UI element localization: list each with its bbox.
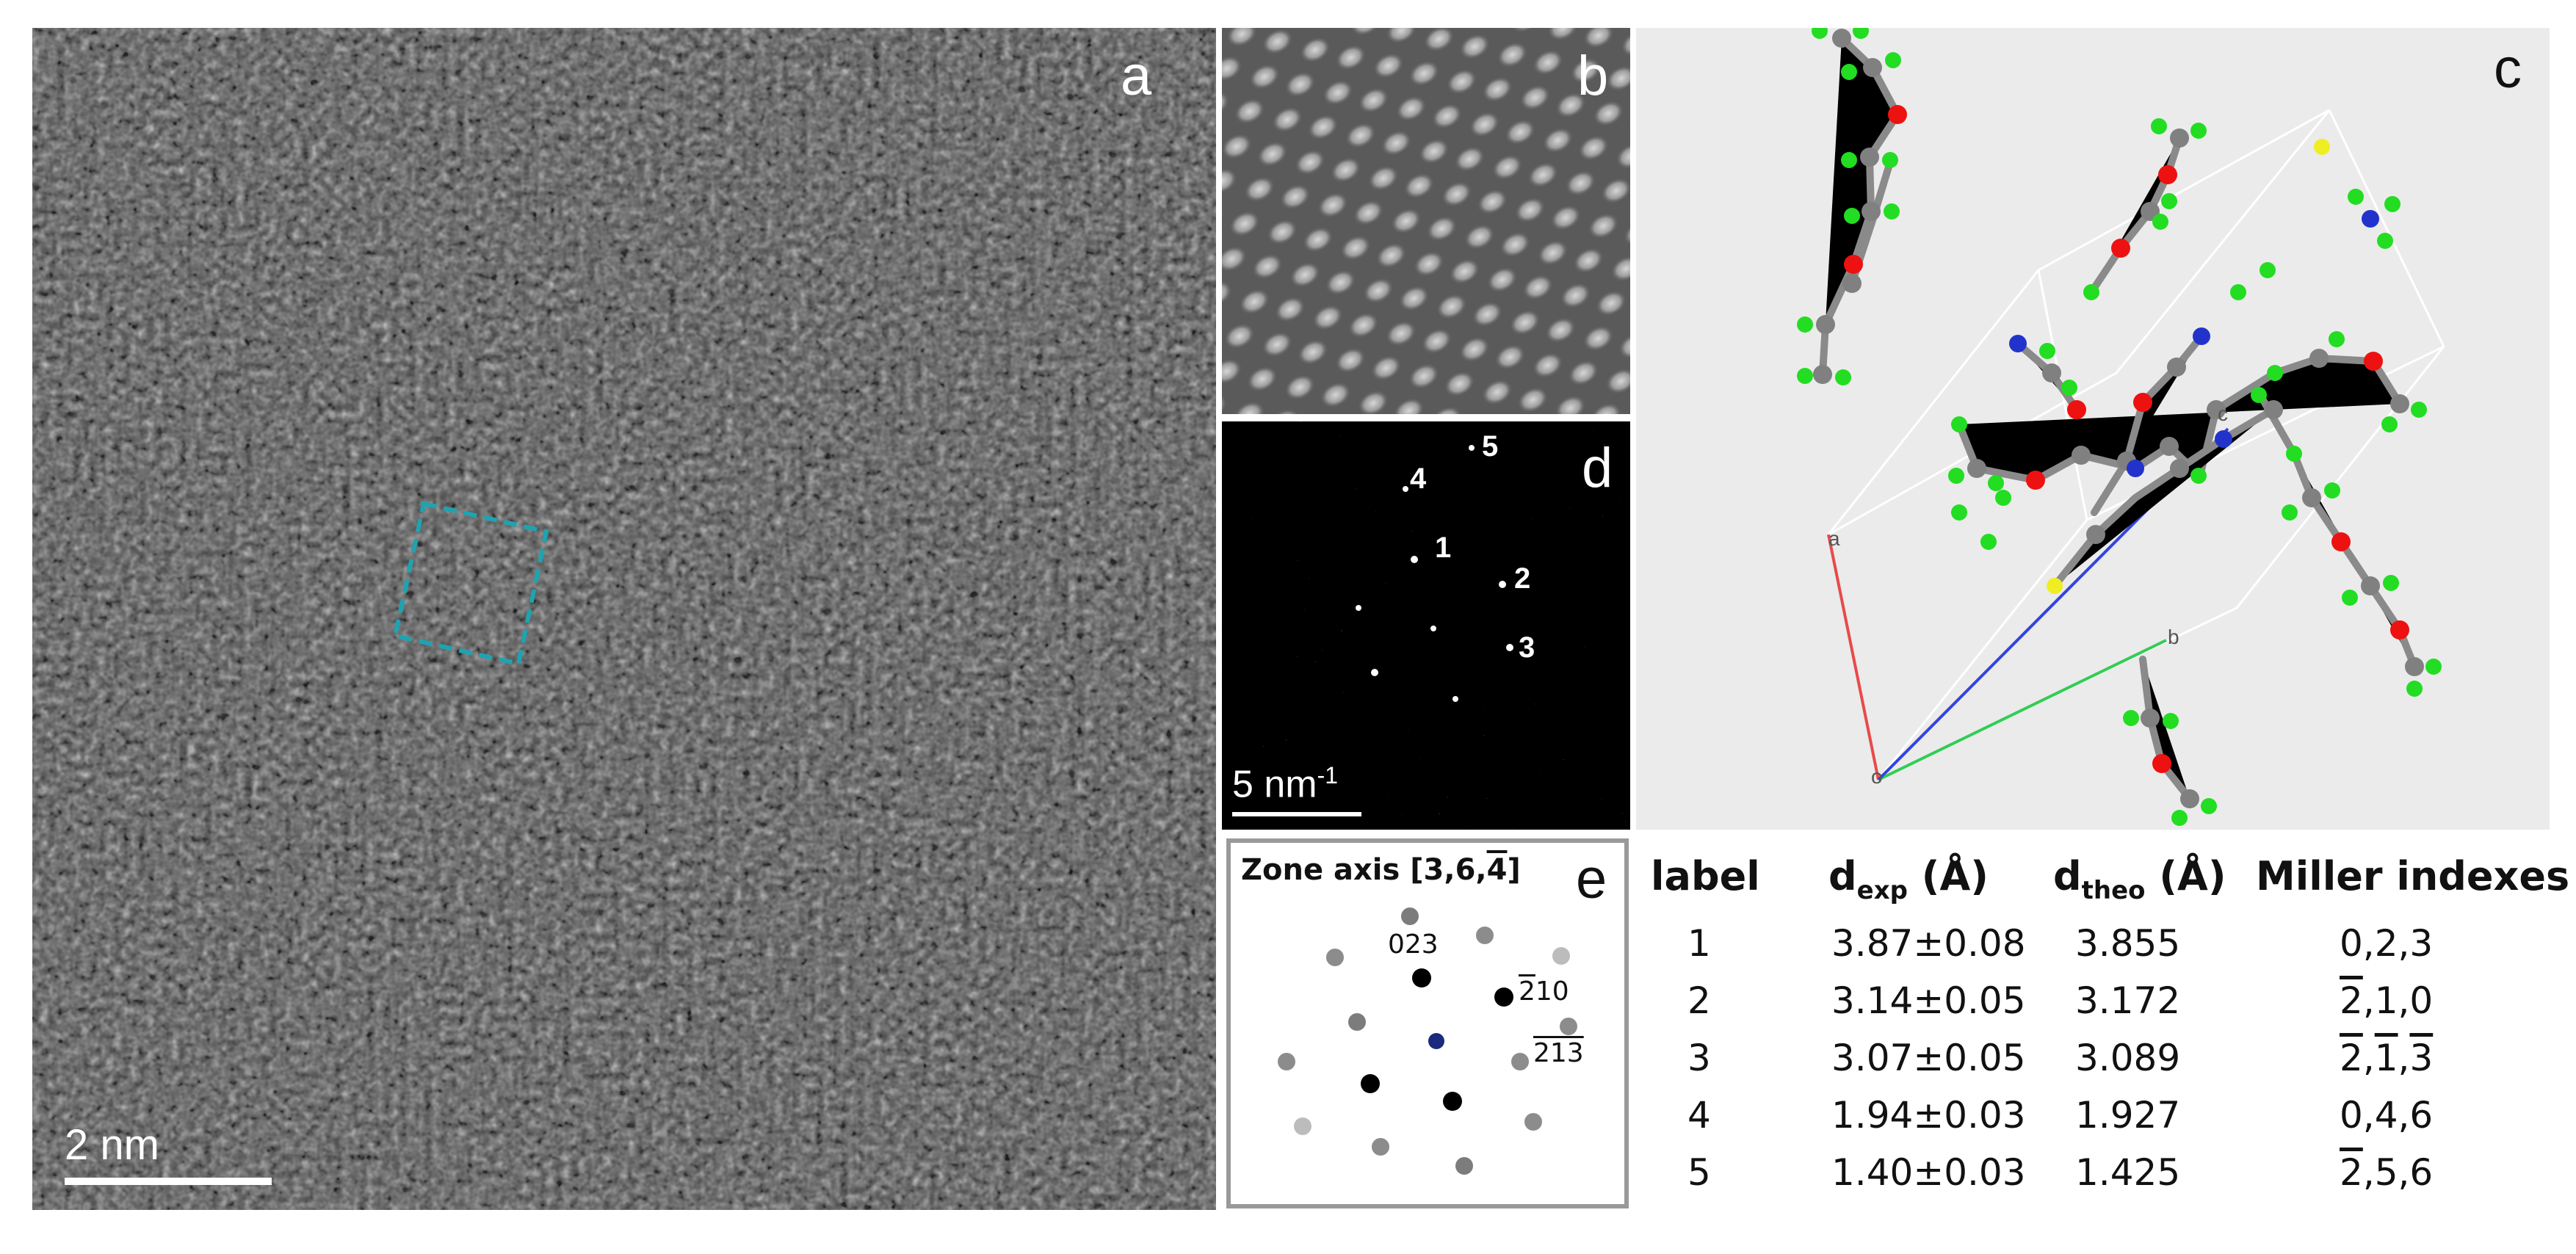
row-1-dexp: 3.87±0.08 bbox=[1831, 922, 2026, 965]
tem-texture bbox=[32, 28, 1216, 1210]
diffraction-spots bbox=[1278, 907, 1577, 1175]
fft-label-5: 5 bbox=[1482, 430, 1499, 463]
scale-bar-label-d: 5 nm-1 bbox=[1232, 762, 1339, 806]
oxygen-atoms bbox=[1844, 105, 2409, 773]
row-3-miller: 2,1,3 bbox=[2340, 1037, 2434, 1079]
row-5-label: 5 bbox=[1687, 1151, 1711, 1194]
fft-spot-2 bbox=[1499, 581, 1506, 588]
row-4-dtheo: 1.927 bbox=[2075, 1094, 2181, 1137]
panel-e-zone-axis: Zone axis [3,6,4] e 023 210 213 bbox=[1226, 838, 1629, 1208]
fft-spot-3 bbox=[1506, 644, 1513, 651]
axis-label-c: c bbox=[2218, 402, 2228, 425]
row-2-label: 2 bbox=[1687, 979, 1711, 1022]
row-5-miller: 2,5,6 bbox=[2340, 1151, 2434, 1194]
scale-bar-a bbox=[65, 1178, 272, 1185]
spot-label-213: 213 bbox=[1533, 1038, 1584, 1068]
row-3-dtheo: 3.089 bbox=[2075, 1037, 2181, 1079]
hydrogen-atoms bbox=[1797, 28, 2442, 826]
col-header-dtheo: dtheo (Å) bbox=[2053, 853, 2226, 905]
row-2-miller: 2,1,0 bbox=[2340, 979, 2434, 1022]
axis-label-o: o bbox=[1871, 765, 1883, 788]
row-2-dexp: 3.14±0.05 bbox=[1831, 979, 2026, 1022]
col-header-label: label bbox=[1651, 853, 1760, 899]
molecule-render bbox=[1797, 28, 2445, 826]
zone-axis-title: Zone axis [3,6,4] bbox=[1241, 853, 1521, 887]
fft-pattern bbox=[1222, 421, 1630, 830]
col-header-miller: Miller indexes bbox=[2256, 853, 2570, 899]
panel-d-label: d bbox=[1582, 437, 1613, 499]
col-header-dexp: dexp (Å) bbox=[1828, 853, 1989, 905]
panel-c-crystal-structure: c a b c o bbox=[1636, 28, 2550, 830]
sulfur-atoms bbox=[2047, 139, 2330, 594]
row-1-dtheo: 3.855 bbox=[2075, 922, 2181, 965]
lattice-pattern bbox=[1222, 28, 1630, 414]
panel-e-label: e bbox=[1576, 848, 1607, 910]
selection-box bbox=[392, 501, 549, 667]
fft-label-3: 3 bbox=[1519, 631, 1535, 664]
row-2-dtheo: 3.172 bbox=[2075, 979, 2181, 1022]
fft-label-2: 2 bbox=[1514, 562, 1531, 595]
spot-label-210: 210 bbox=[1519, 976, 1569, 1007]
row-4-dexp: 1.94±0.03 bbox=[1831, 1094, 2026, 1137]
row-5-dtheo: 1.425 bbox=[2075, 1151, 2181, 1194]
row-4-label: 4 bbox=[1687, 1094, 1711, 1137]
carbon-atoms bbox=[1813, 29, 2424, 808]
axis-label-b: b bbox=[2168, 626, 2179, 648]
axis-label-a: a bbox=[1828, 527, 1840, 550]
panel-a-tem-image: a 2 nm bbox=[32, 28, 1216, 1210]
scale-bar-label-a: 2 nm bbox=[65, 1121, 159, 1169]
row-1-label: 1 bbox=[1687, 922, 1711, 965]
panel-d-fft: d 1 2 3 4 5 5 nm-1 bbox=[1222, 421, 1630, 830]
axis-b bbox=[1878, 639, 2167, 781]
row-3-label: 3 bbox=[1687, 1037, 1711, 1079]
panel-a-label: a bbox=[1121, 45, 1152, 107]
row-5-dexp: 1.40±0.03 bbox=[1831, 1151, 2026, 1194]
fft-spot-1 bbox=[1411, 556, 1418, 563]
scale-bar-d bbox=[1232, 812, 1361, 816]
fft-spot-5 bbox=[1469, 445, 1475, 451]
spot-label-023: 023 bbox=[1388, 929, 1439, 960]
fft-label-4: 4 bbox=[1410, 463, 1427, 495]
row-4-miller: 0,4,6 bbox=[2340, 1094, 2434, 1137]
panel-b-label: b bbox=[1577, 45, 1609, 107]
fft-label-1: 1 bbox=[1435, 532, 1452, 564]
axis-a bbox=[1827, 534, 1880, 780]
panel-c-label: c bbox=[2494, 37, 2522, 100]
row-1-miller: 0,2,3 bbox=[2340, 922, 2434, 965]
panel-b-lattice-image: b bbox=[1222, 28, 1630, 414]
row-3-dexp: 3.07±0.05 bbox=[1831, 1037, 2026, 1079]
nitrogen-atoms bbox=[2009, 210, 2379, 477]
fft-spot-4 bbox=[1403, 486, 1408, 492]
